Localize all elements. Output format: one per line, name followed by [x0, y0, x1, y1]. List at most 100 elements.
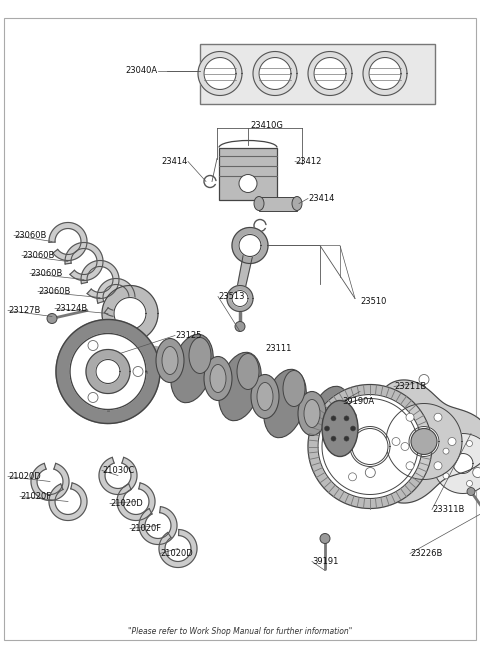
Polygon shape — [49, 223, 87, 260]
Polygon shape — [236, 246, 255, 294]
Ellipse shape — [264, 369, 306, 438]
Polygon shape — [204, 58, 236, 89]
Circle shape — [320, 533, 330, 543]
Polygon shape — [453, 453, 473, 474]
Text: 23125: 23125 — [175, 331, 202, 340]
Circle shape — [324, 426, 329, 431]
Polygon shape — [31, 463, 69, 501]
Ellipse shape — [219, 352, 261, 420]
Ellipse shape — [257, 382, 273, 411]
Polygon shape — [159, 530, 197, 568]
Circle shape — [473, 468, 480, 478]
Circle shape — [448, 438, 456, 445]
Ellipse shape — [156, 338, 184, 382]
Polygon shape — [232, 227, 268, 263]
Polygon shape — [81, 260, 119, 298]
Text: 23513: 23513 — [218, 292, 244, 301]
Circle shape — [331, 436, 336, 441]
Circle shape — [411, 428, 437, 455]
Circle shape — [254, 219, 266, 231]
Polygon shape — [65, 242, 103, 281]
Ellipse shape — [251, 374, 279, 419]
Polygon shape — [86, 350, 130, 394]
Polygon shape — [102, 286, 158, 342]
Polygon shape — [49, 483, 87, 520]
Text: 21020F: 21020F — [130, 524, 161, 533]
Polygon shape — [114, 298, 146, 330]
Text: 23414: 23414 — [162, 157, 188, 166]
Polygon shape — [409, 426, 439, 457]
Ellipse shape — [254, 196, 264, 210]
Circle shape — [443, 448, 449, 454]
Text: 23510: 23510 — [360, 297, 386, 306]
Polygon shape — [96, 359, 120, 384]
Polygon shape — [139, 507, 177, 545]
Circle shape — [331, 416, 336, 421]
Polygon shape — [232, 290, 248, 307]
Ellipse shape — [162, 346, 178, 374]
Circle shape — [344, 436, 349, 441]
Ellipse shape — [298, 392, 326, 436]
Circle shape — [434, 462, 442, 470]
Circle shape — [88, 392, 98, 403]
Ellipse shape — [171, 334, 213, 403]
Text: 21020D: 21020D — [8, 472, 41, 481]
Text: 39190A: 39190A — [342, 397, 374, 406]
Bar — [219, 148, 277, 200]
Polygon shape — [99, 457, 137, 495]
Circle shape — [434, 413, 442, 421]
Ellipse shape — [309, 386, 351, 455]
Polygon shape — [308, 51, 352, 95]
Text: 21020D: 21020D — [160, 549, 193, 558]
Text: 23060B: 23060B — [22, 251, 54, 260]
Polygon shape — [239, 235, 261, 256]
Circle shape — [406, 462, 414, 470]
Circle shape — [344, 416, 349, 421]
Text: 23211B: 23211B — [394, 382, 426, 391]
Bar — [259, 196, 297, 210]
Text: 23311B: 23311B — [432, 505, 464, 514]
Bar — [200, 43, 435, 104]
Ellipse shape — [204, 357, 232, 401]
Text: 39191: 39191 — [312, 557, 338, 566]
Polygon shape — [318, 394, 422, 499]
Text: 23111: 23111 — [265, 344, 291, 353]
Circle shape — [467, 480, 472, 486]
Text: 23410G: 23410G — [250, 121, 283, 130]
Ellipse shape — [304, 399, 320, 428]
Circle shape — [467, 441, 472, 447]
Circle shape — [47, 313, 57, 323]
Ellipse shape — [237, 353, 259, 390]
Polygon shape — [253, 51, 297, 95]
Text: 23127B: 23127B — [8, 306, 40, 315]
Ellipse shape — [283, 371, 305, 407]
Text: "Please refer to Work Shop Manual for further information": "Please refer to Work Shop Manual for fu… — [128, 627, 352, 636]
Circle shape — [350, 426, 356, 431]
Text: 23412: 23412 — [295, 157, 322, 166]
Polygon shape — [227, 286, 253, 311]
Circle shape — [348, 412, 357, 420]
Polygon shape — [198, 51, 242, 95]
Circle shape — [406, 413, 414, 421]
Polygon shape — [433, 434, 480, 493]
Circle shape — [401, 443, 409, 451]
Circle shape — [392, 438, 400, 445]
Polygon shape — [97, 279, 135, 317]
Circle shape — [204, 175, 216, 187]
Text: 21020D: 21020D — [110, 499, 143, 508]
Polygon shape — [369, 58, 401, 89]
Polygon shape — [376, 380, 480, 503]
Ellipse shape — [292, 196, 302, 210]
Text: 23124B: 23124B — [55, 304, 87, 313]
Polygon shape — [70, 334, 146, 409]
Circle shape — [239, 175, 257, 193]
Circle shape — [352, 428, 388, 464]
Text: 23226B: 23226B — [410, 549, 443, 558]
Text: 23060B: 23060B — [30, 269, 62, 278]
Polygon shape — [350, 426, 390, 466]
Polygon shape — [117, 483, 155, 520]
Text: 23060B: 23060B — [38, 287, 71, 296]
Text: 23040A: 23040A — [126, 66, 158, 75]
Polygon shape — [56, 319, 160, 424]
Text: 23414: 23414 — [308, 194, 335, 203]
